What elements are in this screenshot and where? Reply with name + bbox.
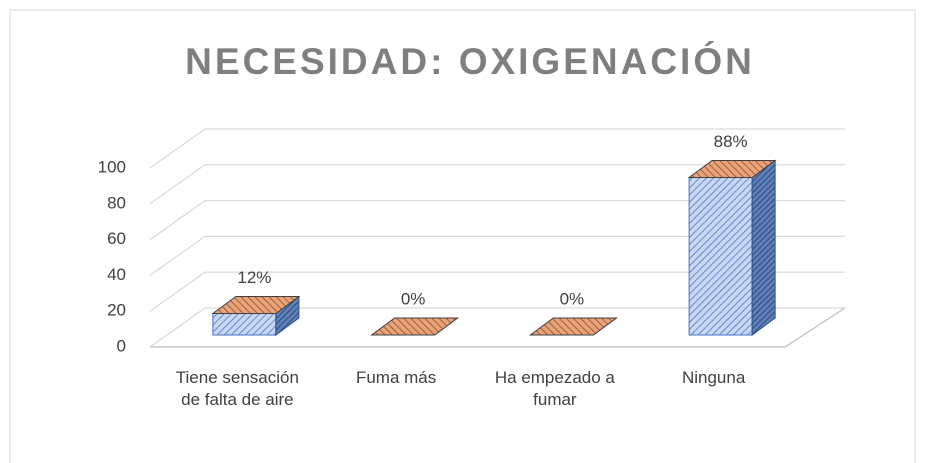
bar-top: [211, 296, 301, 315]
grid-line: [149, 235, 845, 276]
x-tick-label: Ha empezado a fumar: [494, 368, 615, 409]
grid-line: [149, 307, 845, 348]
bar-top: [370, 317, 460, 336]
x-tick-label: Ninguna: [681, 368, 746, 387]
grid-line: [149, 271, 845, 312]
chart-title: NECESIDAD: OXIGENACIÓN: [185, 40, 755, 82]
bar-top: [528, 317, 618, 336]
grid-line: [149, 200, 845, 241]
grid-line: [149, 164, 845, 205]
data-label: 0%: [560, 289, 585, 308]
y-tick-label: 20: [107, 301, 126, 320]
y-tick-label: 60: [107, 229, 126, 248]
bar-front: [212, 313, 277, 336]
grid-line: [149, 128, 845, 169]
x-tick-label: Fuma más: [355, 368, 437, 387]
chart-border: [9, 9, 916, 463]
y-tick-label: 0: [117, 336, 126, 355]
data-label: 88%: [714, 132, 748, 151]
bar-front: [688, 176, 753, 336]
bar-top: [687, 159, 777, 178]
x-tick-label: Tiene sensación de falta de aire: [175, 368, 299, 409]
y-tick-label: 80: [107, 193, 126, 212]
bar-side: [751, 159, 776, 336]
y-tick-label: 100: [98, 157, 126, 176]
data-label: 0%: [401, 289, 426, 308]
floor: [150, 307, 846, 348]
y-tick-label: 40: [107, 265, 126, 284]
data-label: 12%: [237, 268, 271, 287]
